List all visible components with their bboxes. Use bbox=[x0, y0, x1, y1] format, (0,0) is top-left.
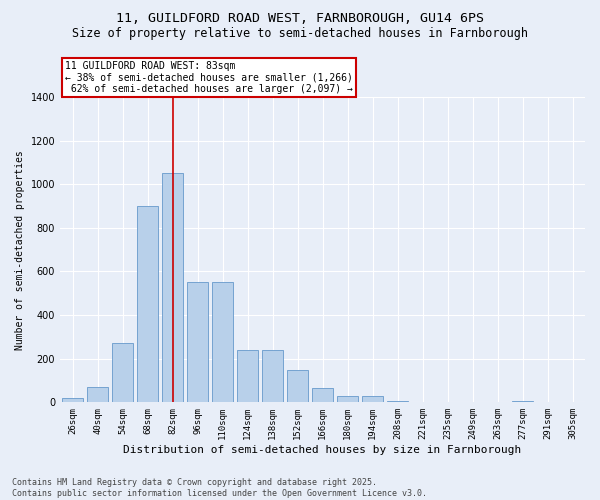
Bar bbox=[187, 282, 208, 403]
Bar bbox=[162, 174, 183, 402]
X-axis label: Distribution of semi-detached houses by size in Farnborough: Distribution of semi-detached houses by … bbox=[124, 445, 521, 455]
Bar bbox=[387, 401, 408, 402]
Bar bbox=[262, 350, 283, 403]
Bar bbox=[87, 387, 108, 402]
Text: 11, GUILDFORD ROAD WEST, FARNBOROUGH, GU14 6PS: 11, GUILDFORD ROAD WEST, FARNBOROUGH, GU… bbox=[116, 12, 484, 26]
Bar bbox=[312, 388, 333, 402]
Bar bbox=[137, 206, 158, 402]
Bar bbox=[212, 282, 233, 403]
Text: 11 GUILDFORD ROAD WEST: 83sqm
← 38% of semi-detached houses are smaller (1,266)
: 11 GUILDFORD ROAD WEST: 83sqm ← 38% of s… bbox=[65, 61, 353, 94]
Bar bbox=[287, 370, 308, 402]
Y-axis label: Number of semi-detached properties: Number of semi-detached properties bbox=[15, 150, 25, 350]
Bar bbox=[237, 350, 258, 403]
Bar bbox=[362, 396, 383, 402]
Bar bbox=[112, 344, 133, 402]
Bar bbox=[337, 396, 358, 402]
Bar bbox=[62, 398, 83, 402]
Text: Contains HM Land Registry data © Crown copyright and database right 2025.
Contai: Contains HM Land Registry data © Crown c… bbox=[12, 478, 427, 498]
Text: Size of property relative to semi-detached houses in Farnborough: Size of property relative to semi-detach… bbox=[72, 28, 528, 40]
Bar bbox=[512, 401, 533, 402]
